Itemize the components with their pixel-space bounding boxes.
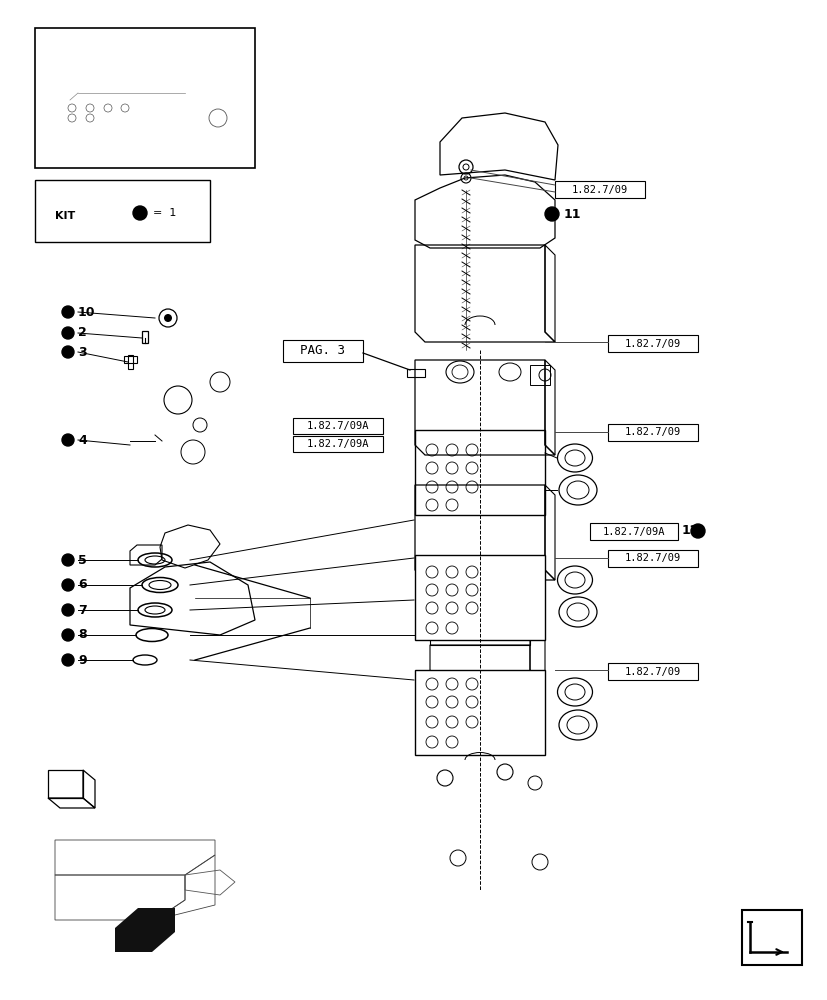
- Circle shape: [164, 314, 172, 322]
- Bar: [35, 180, 210, 242]
- Text: 9: 9: [78, 654, 87, 666]
- Circle shape: [62, 554, 74, 566]
- Text: 1.82.7/09: 1.82.7/09: [624, 428, 681, 438]
- Circle shape: [62, 654, 74, 666]
- Text: PAG. 3: PAG. 3: [300, 344, 345, 358]
- Circle shape: [62, 346, 74, 358]
- Text: 10: 10: [78, 306, 95, 318]
- Bar: [124, 356, 136, 363]
- Text: 1.82.7/09: 1.82.7/09: [624, 666, 681, 676]
- Circle shape: [62, 604, 74, 616]
- Text: 1.82.7/09: 1.82.7/09: [624, 338, 681, 349]
- Circle shape: [62, 434, 74, 446]
- Text: 1.82.7/09A: 1.82.7/09A: [602, 526, 664, 536]
- Bar: [283, 340, 362, 362]
- Bar: [607, 424, 697, 441]
- Bar: [607, 335, 697, 352]
- Text: 11: 11: [563, 208, 581, 221]
- Bar: [407, 369, 424, 377]
- Text: 1.82.7/09A: 1.82.7/09A: [306, 439, 369, 449]
- Circle shape: [62, 629, 74, 641]
- Text: 6: 6: [78, 578, 87, 591]
- Text: 8: 8: [78, 628, 87, 642]
- Text: 1.82.7/09: 1.82.7/09: [571, 185, 628, 195]
- Circle shape: [544, 207, 558, 221]
- Bar: [414, 555, 544, 640]
- Circle shape: [133, 206, 147, 220]
- Bar: [529, 365, 549, 385]
- Bar: [293, 436, 383, 452]
- Bar: [607, 663, 697, 680]
- Bar: [414, 430, 544, 515]
- Bar: [35, 28, 255, 168]
- Bar: [590, 523, 677, 540]
- Text: 5: 5: [78, 554, 87, 566]
- Text: 7: 7: [78, 603, 87, 616]
- Bar: [128, 355, 133, 369]
- Bar: [741, 910, 801, 965]
- Circle shape: [691, 524, 704, 538]
- Bar: [607, 550, 697, 567]
- Circle shape: [62, 306, 74, 318]
- Text: =  1: = 1: [153, 208, 176, 218]
- Text: 1.82.7/09: 1.82.7/09: [624, 554, 681, 564]
- Text: 2: 2: [78, 326, 87, 340]
- Text: 4: 4: [78, 434, 87, 446]
- Text: 12: 12: [681, 524, 699, 538]
- Circle shape: [62, 327, 74, 339]
- Bar: [141, 331, 148, 343]
- Bar: [554, 181, 644, 198]
- Text: KIT: KIT: [55, 211, 75, 221]
- Bar: [414, 670, 544, 755]
- Text: 1.82.7/09A: 1.82.7/09A: [306, 421, 369, 431]
- Text: 3: 3: [78, 346, 87, 359]
- Circle shape: [62, 579, 74, 591]
- Bar: [293, 418, 383, 434]
- Polygon shape: [115, 908, 174, 952]
